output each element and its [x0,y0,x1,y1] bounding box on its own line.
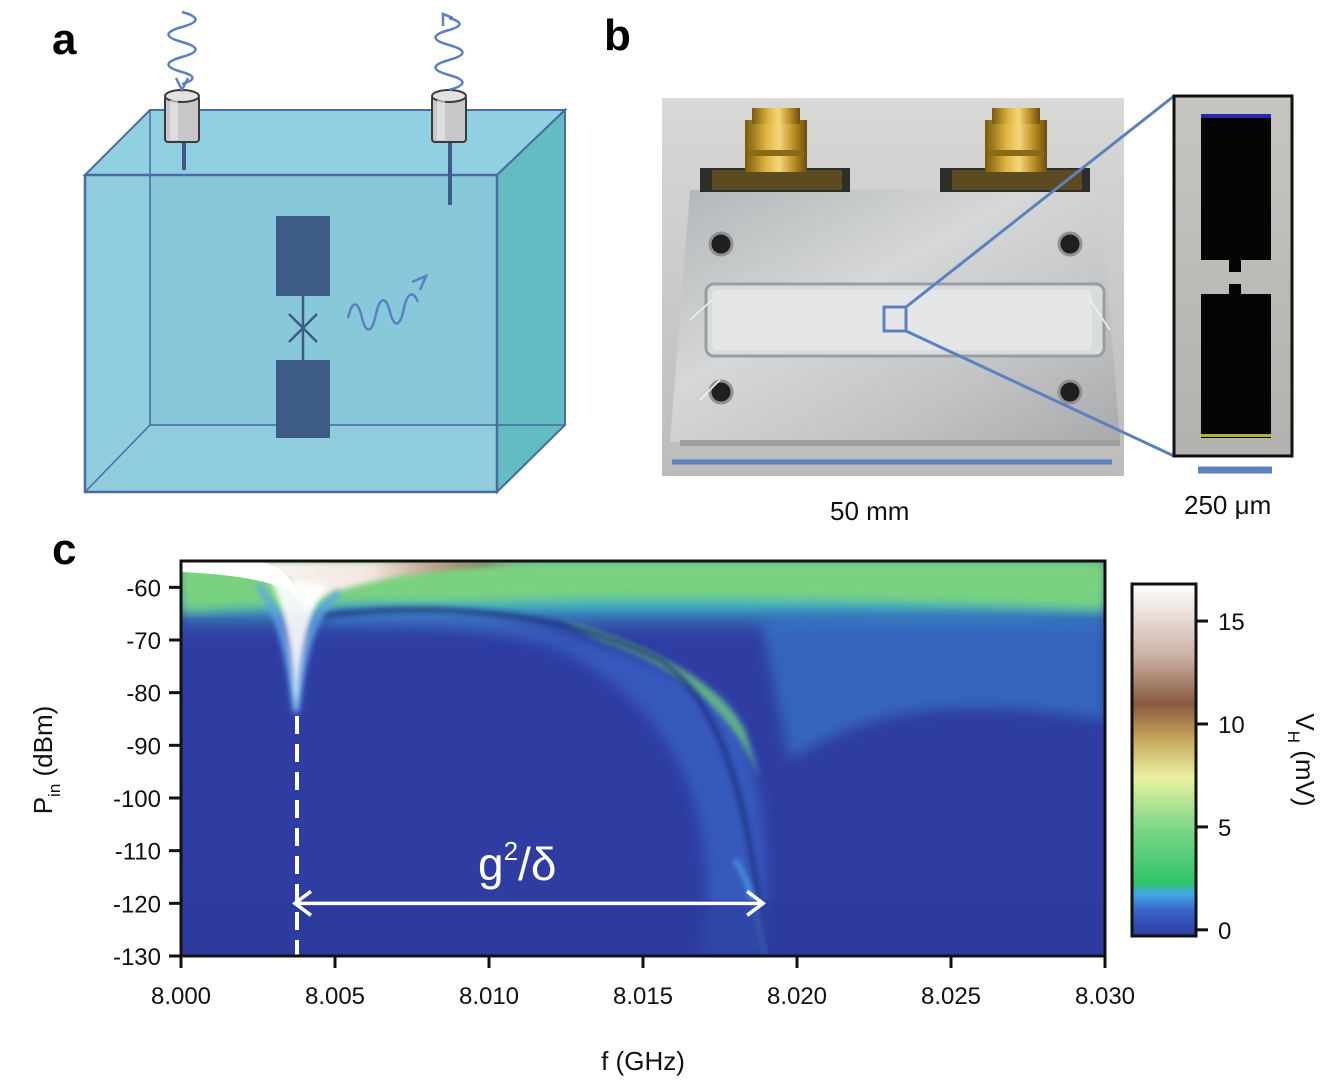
panel-a-cavity-diagram [82,10,568,495]
y-tick-label: -100 [113,786,161,813]
x-tick-label: 8.030 [1075,983,1135,1010]
panel-label-c: c [52,525,77,574]
colorbar-tick-label: 10 [1218,712,1245,739]
qubit-pad-bottom [276,360,330,438]
emitted-photon-wave-icon [346,273,429,331]
colorbar-tick-label: 15 [1218,609,1245,636]
colorbar-tick-label: 5 [1218,815,1231,842]
panel-label-a: a [52,15,77,64]
x-tick-label: 8.000 [151,983,211,1010]
dispersive-shift-label: g2/δ [478,836,556,890]
inset-pad-bottom [1201,294,1271,438]
josephson-junction-icon [288,313,318,343]
y-axis-ticks: -60 -70 -80 -90 -100 -110 -120 -130 [113,575,181,971]
y-axis-title: Pin (dBm) [28,706,64,815]
x-tick-label: 8.010 [459,983,519,1010]
x-axis-ticks: 8.000 8.005 8.010 8.015 8.020 8.025 8.030 [151,956,1135,1010]
mounting-holes [708,231,1083,405]
dispersive-shift-arrow [292,889,767,917]
y-tick-label: -130 [113,944,161,971]
incoming-wave-icon [167,10,197,93]
colorbar-ticks: 0 5 10 15 [1196,609,1245,945]
x-tick-label: 8.020 [767,983,827,1010]
panel-label-b: b [604,11,631,60]
y-tick-label: -90 [126,733,161,760]
y-tick-label: -120 [113,891,161,918]
scale-label-inset: 250 μm [1184,490,1272,520]
dispersive-shift-curve [319,607,767,956]
x-tick-label: 8.025 [921,983,981,1010]
output-connector [431,89,467,205]
y-tick-label: -60 [126,575,161,602]
outgoing-wave-icon [434,12,464,92]
heatmap-area [181,561,1105,956]
x-axis-title: f (GHz) [601,1046,685,1076]
panel-b-photo [662,94,1294,476]
qubit-pad-top [276,216,330,296]
sma-connector-left [700,108,850,192]
chip-highlight-box [882,305,908,333]
y-tick-label: -80 [126,681,161,708]
colorbar-title: VH (mV) [1284,713,1320,806]
colorbar-tick-label: 0 [1218,918,1231,945]
y-tick-label: -70 [126,628,161,655]
inset-pad-top [1201,115,1271,260]
x-tick-label: 8.015 [613,983,673,1010]
scale-label-main: 50 mm [830,496,910,526]
colorbar [1130,582,1198,938]
y-tick-label: -110 [115,839,161,866]
sma-connector-right [940,108,1090,192]
x-tick-label: 8.005 [305,983,365,1010]
